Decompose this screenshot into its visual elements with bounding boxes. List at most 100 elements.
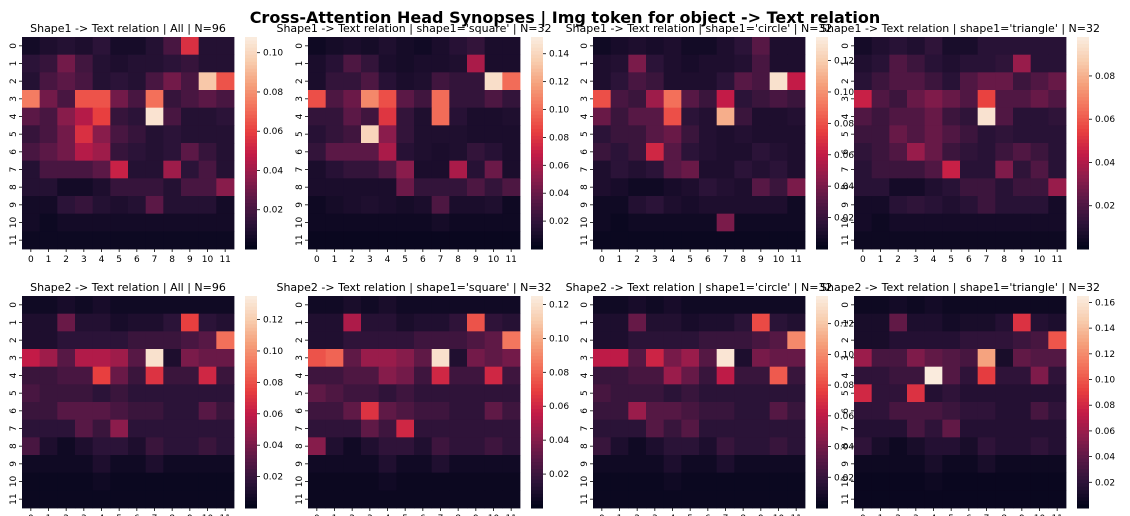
heatmap-cell xyxy=(960,349,979,368)
heatmap-cell xyxy=(734,402,753,421)
heatmap-cell xyxy=(995,455,1014,474)
y-tick-label: 0 xyxy=(580,43,590,49)
colorbar-segment xyxy=(816,324,828,329)
colorbar-segment xyxy=(531,238,543,243)
x-tick-label: 6 xyxy=(134,514,140,516)
heatmap-cell xyxy=(942,125,961,144)
heatmap-cell xyxy=(467,472,486,491)
heatmap-cell xyxy=(699,296,718,315)
heatmap-cell xyxy=(1030,160,1049,179)
x-tick-label: 7 xyxy=(984,255,990,265)
colorbar-segment xyxy=(1077,97,1089,102)
x-tick-label: 11 xyxy=(219,514,230,516)
heatmap-cell xyxy=(181,178,200,197)
heatmap-cell xyxy=(378,313,397,332)
colorbar-segment xyxy=(816,171,828,176)
colorbar-segment xyxy=(245,497,257,502)
heatmap-cell xyxy=(484,107,503,126)
heatmap-cell xyxy=(39,490,58,509)
heatmap-cell xyxy=(681,90,700,109)
heatmap-cell xyxy=(216,366,235,385)
heatmap-cell xyxy=(699,107,718,126)
colorbar-segment xyxy=(1077,356,1089,361)
heatmap-cell xyxy=(308,143,327,162)
heatmap-cell xyxy=(787,419,806,438)
colorbar-segment xyxy=(245,303,257,308)
heatmap-cell xyxy=(646,143,665,162)
heatmap-cell xyxy=(907,54,926,73)
heatmap-cell xyxy=(128,90,147,109)
heatmap-cell xyxy=(343,37,362,56)
colorbar-segment xyxy=(245,210,257,215)
colorbar-segment xyxy=(245,72,257,77)
heatmap-cell xyxy=(484,54,503,73)
heatmap-cell xyxy=(75,349,94,368)
heatmap-cell xyxy=(467,366,486,385)
heatmap-cell xyxy=(414,125,433,144)
colorbar-segment xyxy=(531,327,543,332)
heatmap-cell xyxy=(663,107,682,126)
heatmap-cell xyxy=(216,125,235,144)
x-tick-label: 7 xyxy=(152,255,158,265)
colorbar-tick-label: 0.04 xyxy=(549,189,569,199)
heatmap-cell xyxy=(699,196,718,215)
heatmap-cell xyxy=(39,213,58,232)
heatmap-cell xyxy=(663,213,682,232)
x-tick-label: 1 xyxy=(332,255,338,265)
colorbar-segment xyxy=(531,447,543,452)
heatmap-cell xyxy=(871,231,890,250)
colorbar-segment xyxy=(816,486,828,491)
heatmap-cell xyxy=(1048,107,1067,126)
heatmap-cell xyxy=(716,107,735,126)
heatmap-cell xyxy=(995,419,1014,438)
heatmap-cell xyxy=(216,213,235,232)
colorbar-segment xyxy=(531,107,543,112)
x-tick-label: 2 xyxy=(349,255,355,265)
colorbar-segment xyxy=(531,345,543,350)
colorbar-segment xyxy=(1077,412,1089,417)
colorbar-tick-label: 0.02 xyxy=(549,470,569,480)
heatmap-cell xyxy=(628,349,647,368)
colorbar-segment xyxy=(1077,181,1089,186)
heatmap-cell xyxy=(924,54,943,73)
colorbar-segment xyxy=(1077,37,1089,42)
heatmap-cell xyxy=(716,54,735,73)
colorbar-segment xyxy=(816,476,828,481)
heatmap-cell xyxy=(92,107,111,126)
y-tick-label: 5 xyxy=(295,390,305,396)
heatmap-cell xyxy=(787,349,806,368)
colorbar-segment xyxy=(245,181,257,186)
colorbar-segment xyxy=(1077,479,1089,484)
colorbar-tick-label: 0.08 xyxy=(263,378,283,388)
heatmap-cell xyxy=(163,331,182,350)
heatmap-cell xyxy=(699,490,718,509)
heatmap-cell xyxy=(663,125,682,144)
heatmap-cell xyxy=(871,455,890,474)
heatmap-cell xyxy=(92,419,111,438)
colorbar-segment xyxy=(1077,203,1089,208)
heatmap-cell xyxy=(716,296,735,315)
heatmap-cell xyxy=(198,90,217,109)
colorbar-segment xyxy=(531,44,543,49)
colorbar-segment xyxy=(816,199,828,204)
heatmap-panel-7: Shape2 -> Text relation | shape1='circle… xyxy=(566,281,855,516)
heatmap-cell xyxy=(75,490,94,509)
heatmap-cell xyxy=(716,231,735,250)
heatmap-cell xyxy=(343,72,362,91)
heatmap-cell xyxy=(854,313,873,332)
colorbar-segment xyxy=(245,465,257,470)
heatmap-cell xyxy=(752,384,771,403)
heatmap-cell xyxy=(593,455,612,474)
heatmap-cell xyxy=(593,143,612,162)
colorbar-segment xyxy=(531,68,543,73)
colorbar-segment xyxy=(245,58,257,63)
heatmap-cell xyxy=(752,125,771,144)
heatmap-cell xyxy=(198,384,217,403)
colorbar-segment xyxy=(1077,114,1089,119)
heatmap-cell xyxy=(467,160,486,179)
heatmap-cell xyxy=(216,231,235,250)
heatmap-cell xyxy=(378,160,397,179)
heatmap-cell xyxy=(308,455,327,474)
heatmap-cell xyxy=(924,331,943,350)
heatmap-cell xyxy=(145,125,164,144)
